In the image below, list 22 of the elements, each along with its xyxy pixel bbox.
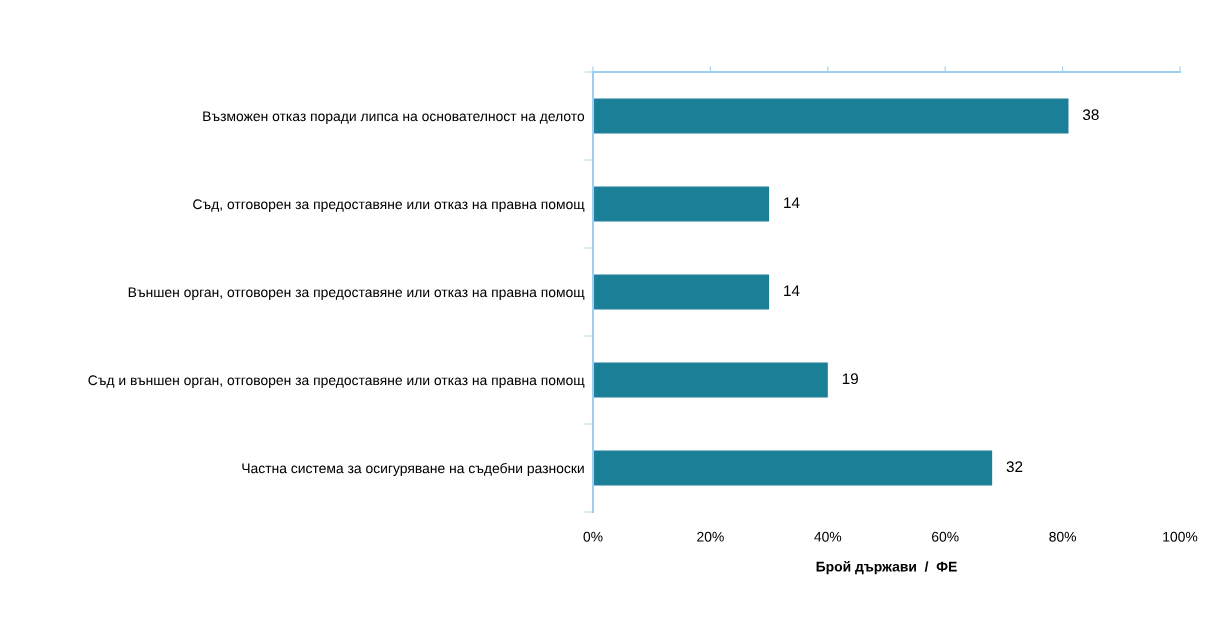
x-tick-label: 60% <box>932 531 959 542</box>
y-tick-label: Съд, отговорен за предоставяне или отказ на правна помощ <box>193 199 585 212</box>
x-tick-label: 80% <box>1049 531 1077 542</box>
bar <box>593 362 828 398</box>
y-tick-label: Възможен отказ поради липса на основателност на делото <box>203 111 585 124</box>
annotation: 14 <box>784 285 800 296</box>
bar <box>593 274 770 310</box>
bar <box>593 186 770 222</box>
annotation: 19 <box>842 373 858 385</box>
y-tick-label: Съд и външен орган, отговорен за предоставяне или отказ на правна помощ <box>88 375 585 388</box>
x-axis-title: Брой държави / ФЕ <box>816 561 957 575</box>
bar <box>593 98 1069 134</box>
bar <box>593 450 993 486</box>
annotation: 38 <box>1082 109 1099 121</box>
x-tick-label: 40% <box>814 531 842 542</box>
y-tick-label: Външен орган, отговорен за предоставяне или отказ на правна помощ <box>128 287 585 300</box>
x-tick-label: 20% <box>697 531 724 542</box>
x-tick-label: 0% <box>583 531 603 542</box>
y-tick-label: Частна система за осигуряване на съдебни разноски <box>242 462 584 476</box>
annotation: 32 <box>1006 461 1023 473</box>
annotation: 14 <box>784 197 800 208</box>
x-tick-label: 100% <box>1163 531 1198 542</box>
